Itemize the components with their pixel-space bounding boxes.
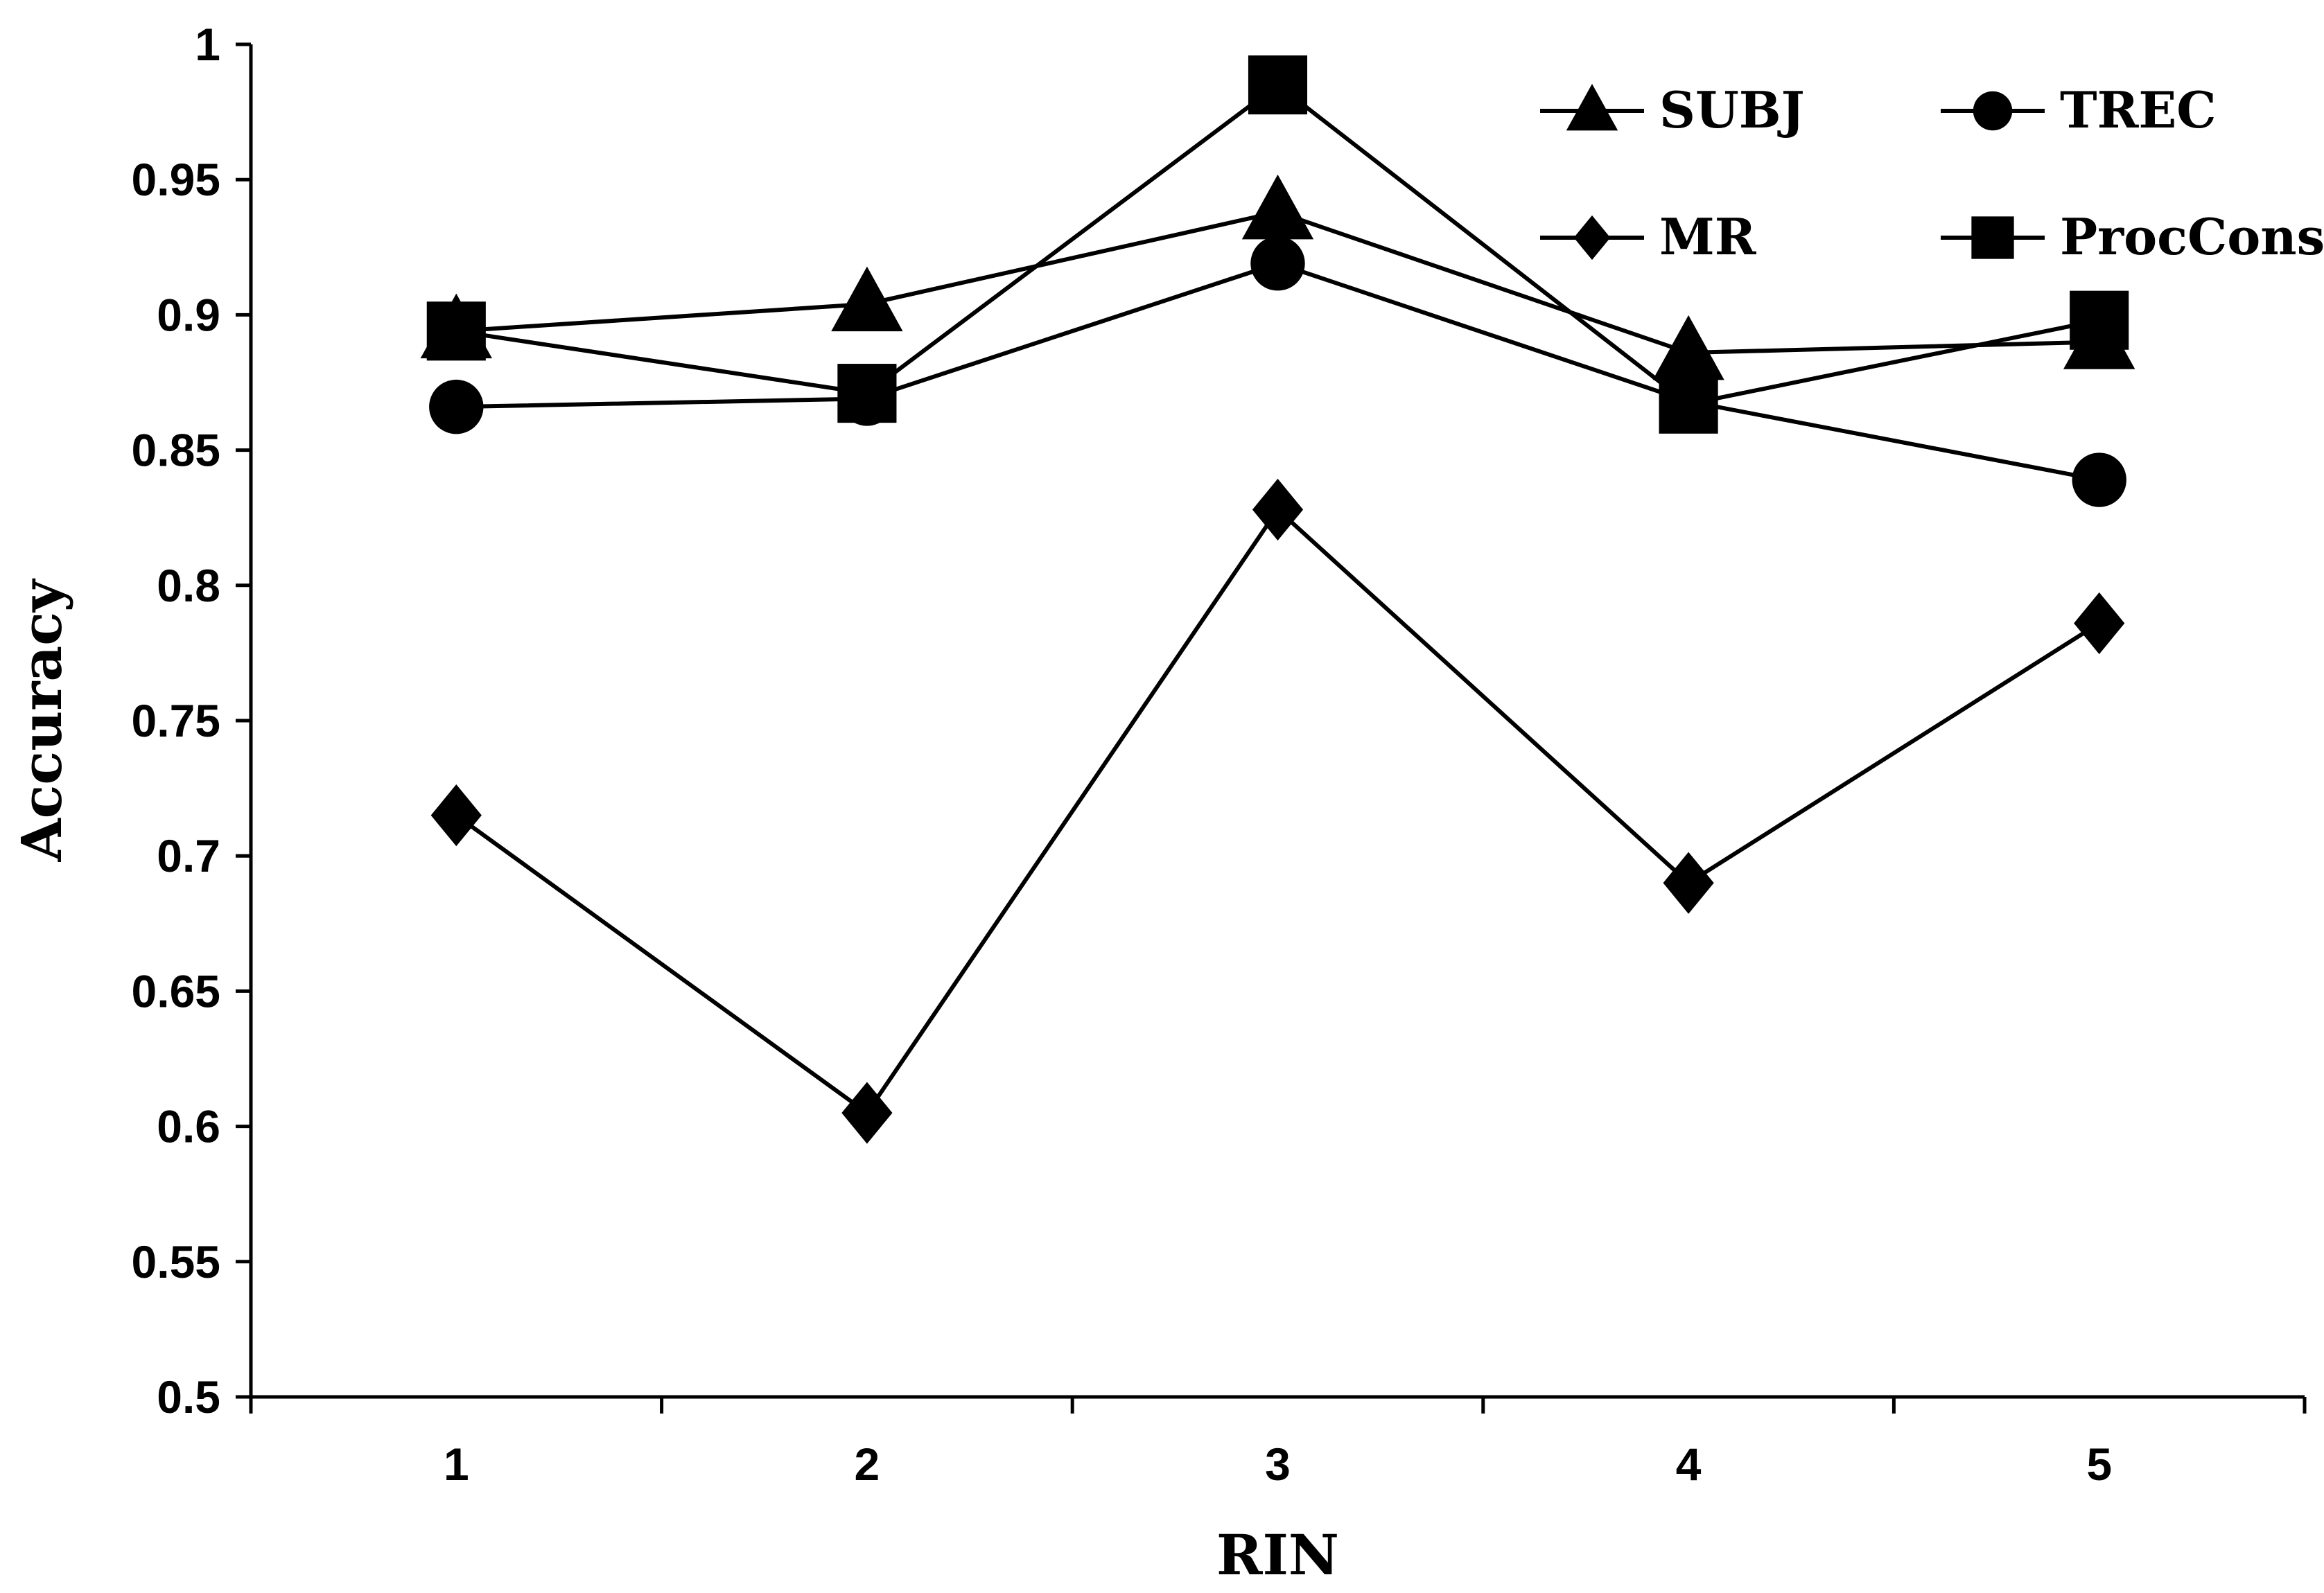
data-point-proccons	[1248, 55, 1308, 115]
series-proccons	[426, 55, 2129, 434]
legend-item-trec: TREC	[1941, 80, 2217, 139]
legend-marker-trec	[1973, 91, 2013, 131]
data-point-trec	[2072, 452, 2126, 507]
legend-item-subj: SUBJ	[1540, 80, 1805, 139]
data-point-proccons	[837, 364, 897, 423]
axes: 0.5 0.55 0.6 0.65 0.7 0.75 0.8 0.85 0.9 0.95 1 1 2 3 4…	[132, 19, 2307, 1490]
y-tick-label: 0.7	[157, 830, 220, 881]
x-tick-label: 5	[2086, 1438, 2112, 1490]
y-tick-label: 0.65	[132, 965, 220, 1016]
y-tick-label: 0.5	[157, 1371, 220, 1423]
data-point-mr	[2074, 592, 2125, 655]
data-point-proccons	[2070, 290, 2129, 350]
legend-label-trec: TREC	[2060, 80, 2217, 139]
y-tick-label: 0.6	[157, 1101, 220, 1152]
legend-marker-mr	[1573, 215, 1611, 261]
y-tick-label: 0.8	[157, 560, 220, 611]
data-point-mr	[430, 784, 482, 847]
y-tick-label: 0.55	[132, 1236, 220, 1287]
y-tick-label: 0.95	[132, 154, 220, 205]
legend-item-mr: MR	[1540, 207, 1757, 266]
data-point-trec	[1250, 236, 1305, 291]
data-point-subj	[1652, 315, 1724, 380]
data-point-trec	[429, 379, 484, 434]
y-axis-title: Accuracy	[9, 578, 74, 862]
y-tick-label: 1	[195, 19, 220, 70]
legend: SUBJ TREC MR ProcCons	[1540, 80, 2324, 266]
x-tick-label: 1	[444, 1438, 469, 1490]
x-tick-label: 4	[1676, 1438, 1702, 1490]
data-point-proccons	[426, 301, 486, 361]
y-tick-label: 0.85	[132, 425, 220, 476]
legend-label-mr: MR	[1659, 207, 1757, 266]
data-point-proccons	[1659, 374, 1718, 434]
data-point-subj	[1241, 174, 1314, 240]
y-tick-label: 0.75	[132, 695, 220, 746]
series-trec	[429, 236, 2126, 507]
legend-item-proccons: ProcCons	[1941, 207, 2324, 266]
legend-label-proccons: ProcCons	[2060, 207, 2324, 266]
series-line-mr	[455, 507, 2101, 1116]
y-tick-label: 0.9	[157, 289, 220, 340]
x-tick-label: 3	[1265, 1438, 1291, 1490]
legend-label-subj: SUBJ	[1659, 80, 1805, 139]
series-mr	[430, 478, 2125, 1144]
x-tick-label: 2	[855, 1438, 880, 1490]
data-point-mr	[1663, 852, 1714, 914]
data-point-subj	[831, 266, 903, 332]
series-group	[420, 55, 2135, 1144]
legend-marker-proccons	[1971, 216, 2014, 259]
x-axis-title: RIN	[1216, 1522, 1339, 1587]
legend-marker-subj	[1566, 83, 1618, 131]
data-point-mr	[841, 1082, 893, 1144]
data-point-mr	[1252, 478, 1304, 541]
